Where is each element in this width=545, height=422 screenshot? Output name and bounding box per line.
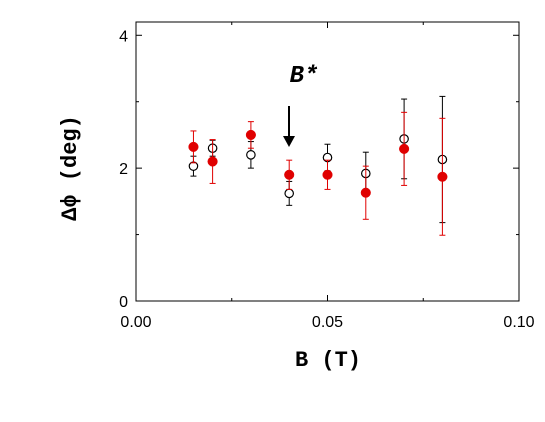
data-point-open	[284, 188, 294, 199]
x-axis-ticks: 0.00 0.05 0.10	[120, 22, 535, 331]
y-tick-label: 4	[119, 28, 128, 45]
y-tick-label: 0	[119, 294, 128, 311]
data-point-filled	[188, 141, 199, 152]
data-marks	[188, 95, 448, 236]
y-axis-ticks: 0 2 4	[119, 28, 519, 311]
x-tick-label: 0.10	[503, 314, 534, 331]
x-tick-label: 0.05	[312, 314, 343, 331]
x-tick-label: 0.00	[120, 314, 151, 331]
annotation-arrow	[283, 106, 295, 147]
x-axis-title: B (T)	[295, 348, 361, 373]
annotation-b-star: B*	[290, 63, 319, 90]
data-point-filled	[322, 169, 333, 180]
data-point-filled	[207, 156, 218, 167]
data-point-filled	[399, 143, 410, 154]
y-tick-label: 2	[119, 161, 128, 178]
data-point-open	[246, 150, 256, 160]
data-point-filled	[437, 171, 448, 182]
data-point-filled	[360, 187, 371, 198]
data-point-filled	[284, 169, 295, 180]
data-point-filled	[245, 129, 256, 140]
y-axis-title: Δϕ (deg)	[58, 115, 83, 221]
